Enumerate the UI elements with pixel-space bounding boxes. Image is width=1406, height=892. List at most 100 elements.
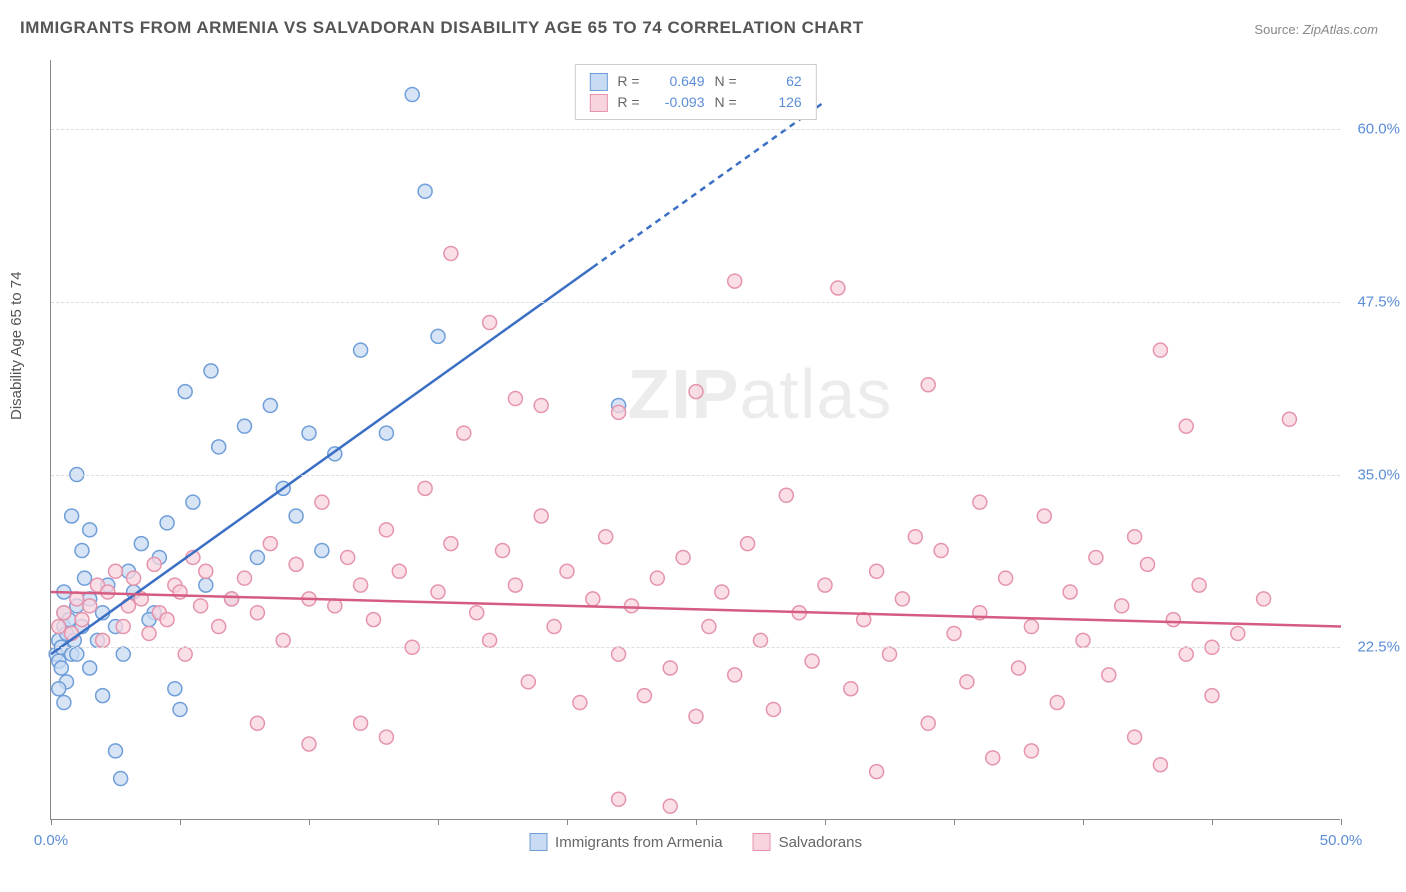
plot-area: ZIPatlas R =0.649 N =62 R =-0.093 N =126… xyxy=(50,60,1340,820)
xtick xyxy=(567,819,568,825)
scatter-point xyxy=(676,550,690,564)
scatter-point xyxy=(250,550,264,564)
scatter-point xyxy=(1128,530,1142,544)
scatter-point xyxy=(96,633,110,647)
scatter-point xyxy=(199,564,213,578)
ytick-label: 60.0% xyxy=(1357,121,1400,138)
scatter-point xyxy=(1192,578,1206,592)
scatter-point xyxy=(405,88,419,102)
legend-row-armenia: R =0.649 N =62 xyxy=(589,71,801,92)
scatter-point xyxy=(470,606,484,620)
gridline-h xyxy=(51,302,1340,303)
scatter-point xyxy=(496,544,510,558)
scatter-point xyxy=(96,689,110,703)
scatter-point xyxy=(160,516,174,530)
xtick xyxy=(1341,819,1342,825)
scatter-point xyxy=(754,633,768,647)
scatter-point xyxy=(212,440,226,454)
scatter-point xyxy=(302,426,316,440)
scatter-point xyxy=(1128,730,1142,744)
scatter-point xyxy=(1012,661,1026,675)
scatter-point xyxy=(573,696,587,710)
y-axis-label: Disability Age 65 to 74 xyxy=(8,272,25,420)
scatter-point xyxy=(650,571,664,585)
ytick-label: 35.0% xyxy=(1357,466,1400,483)
trendline xyxy=(51,592,1341,627)
scatter-point xyxy=(883,647,897,661)
scatter-point xyxy=(173,702,187,716)
scatter-point xyxy=(1063,585,1077,599)
scatter-point xyxy=(418,481,432,495)
xtick xyxy=(309,819,310,825)
scatter-point xyxy=(483,316,497,330)
scatter-point xyxy=(818,578,832,592)
scatter-point xyxy=(663,661,677,675)
scatter-point xyxy=(779,488,793,502)
scatter-point xyxy=(194,599,208,613)
scatter-point xyxy=(315,495,329,509)
ytick-label: 22.5% xyxy=(1357,639,1400,656)
series-legend: Immigrants from Armenia Salvadorans xyxy=(529,833,862,851)
scatter-point xyxy=(1179,419,1193,433)
scatter-point xyxy=(612,405,626,419)
scatter-point xyxy=(1282,412,1296,426)
xtick xyxy=(825,819,826,825)
scatter-point xyxy=(728,274,742,288)
scatter-point xyxy=(560,564,574,578)
scatter-point xyxy=(83,523,97,537)
scatter-point xyxy=(1115,599,1129,613)
scatter-point xyxy=(173,585,187,599)
legend-swatch-armenia xyxy=(589,73,607,91)
scatter-point xyxy=(178,647,192,661)
xtick-label: 0.0% xyxy=(34,832,68,849)
scatter-point xyxy=(612,792,626,806)
scatter-point xyxy=(973,495,987,509)
scatter-point xyxy=(204,364,218,378)
scatter-point xyxy=(521,675,535,689)
scatter-point xyxy=(1024,744,1038,758)
chart-title: IMMIGRANTS FROM ARMENIA VS SALVADORAN DI… xyxy=(20,18,864,38)
scatter-point xyxy=(547,620,561,634)
scatter-point xyxy=(534,509,548,523)
scatter-point xyxy=(186,495,200,509)
scatter-point xyxy=(134,537,148,551)
xtick xyxy=(696,819,697,825)
scatter-point xyxy=(947,626,961,640)
scatter-point xyxy=(238,419,252,433)
scatter-point xyxy=(114,772,128,786)
scatter-point xyxy=(1231,626,1245,640)
chart-source: Source: ZipAtlas.com xyxy=(1254,22,1378,37)
scatter-point xyxy=(1050,696,1064,710)
scatter-point xyxy=(354,716,368,730)
scatter-point xyxy=(341,550,355,564)
gridline-h xyxy=(51,129,1340,130)
xtick xyxy=(954,819,955,825)
legend-bottom-swatch-salvadoran xyxy=(753,833,771,851)
scatter-point xyxy=(741,537,755,551)
scatter-point xyxy=(1089,550,1103,564)
scatter-point xyxy=(508,392,522,406)
scatter-point xyxy=(689,709,703,723)
scatter-point xyxy=(289,557,303,571)
scatter-point xyxy=(921,716,935,730)
scatter-point xyxy=(663,799,677,813)
scatter-point xyxy=(1153,343,1167,357)
scatter-point xyxy=(1257,592,1271,606)
source-value: ZipAtlas.com xyxy=(1303,22,1378,37)
scatter-point xyxy=(199,578,213,592)
scatter-point xyxy=(895,592,909,606)
scatter-point xyxy=(612,647,626,661)
scatter-point xyxy=(1102,668,1116,682)
scatter-point xyxy=(263,398,277,412)
scatter-point xyxy=(75,544,89,558)
ytick-label: 47.5% xyxy=(1357,293,1400,310)
xtick-label: 50.0% xyxy=(1320,832,1363,849)
scatter-point xyxy=(766,702,780,716)
legend-label-armenia: Immigrants from Armenia xyxy=(555,834,723,851)
scatter-point xyxy=(70,647,84,661)
scatter-point xyxy=(1024,620,1038,634)
legend-row-salvadoran: R =-0.093 N =126 xyxy=(589,92,801,113)
scatter-point xyxy=(1037,509,1051,523)
scatter-point xyxy=(54,661,68,675)
legend-item-armenia: Immigrants from Armenia xyxy=(529,833,723,851)
